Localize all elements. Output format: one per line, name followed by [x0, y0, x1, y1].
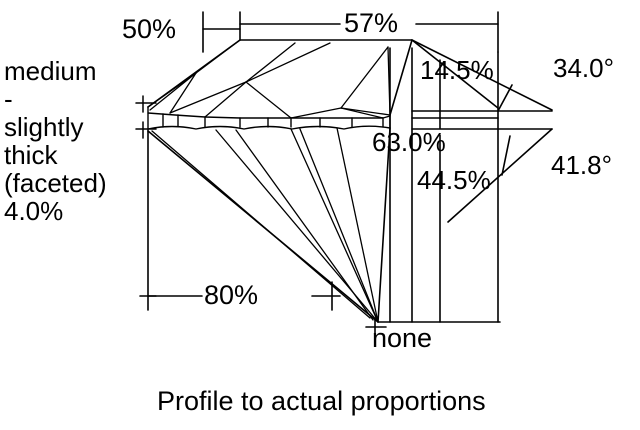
girdle-tick-marks — [135, 95, 157, 139]
lower-half-dimension — [139, 130, 341, 311]
crown-facets — [147, 39, 391, 119]
girdle-band — [147, 106, 391, 132]
total-depth-label: 63.0% — [372, 127, 446, 157]
girdle-line-2: - — [4, 84, 13, 115]
pavilion-facets — [151, 127, 379, 323]
girdle-line-4: thick — [4, 140, 58, 171]
pavilion-angle-indicator — [411, 128, 553, 223]
pavilion-depth-label: 44.5% — [417, 165, 491, 195]
girdle-line-3: slightly — [4, 112, 84, 143]
pavilion-angle-label: 41.8° — [551, 150, 613, 180]
culet-baseline — [365, 317, 501, 337]
figure-caption: Profile to actual proportions — [157, 386, 486, 416]
culet-label: none — [372, 323, 433, 353]
crown-angle-indicator — [411, 39, 553, 112]
girdle-thickness-percent: 4.0% — [4, 196, 64, 227]
girdle-line-1: medium — [4, 56, 97, 86]
top-dimension-lines — [202, 11, 499, 53]
star-length-label: 50% — [122, 14, 177, 44]
crown-angle-label: 34.0° — [553, 53, 615, 83]
girdle-line-5: (faceted) — [4, 168, 107, 199]
table-percent-label: 57% — [344, 8, 399, 38]
crown-height-label: 14.5% — [420, 55, 494, 85]
lower-half-length-label: 80% — [204, 280, 259, 310]
girdle-description-block: medium - slightly thick (faceted) 4.0% — [4, 56, 140, 227]
